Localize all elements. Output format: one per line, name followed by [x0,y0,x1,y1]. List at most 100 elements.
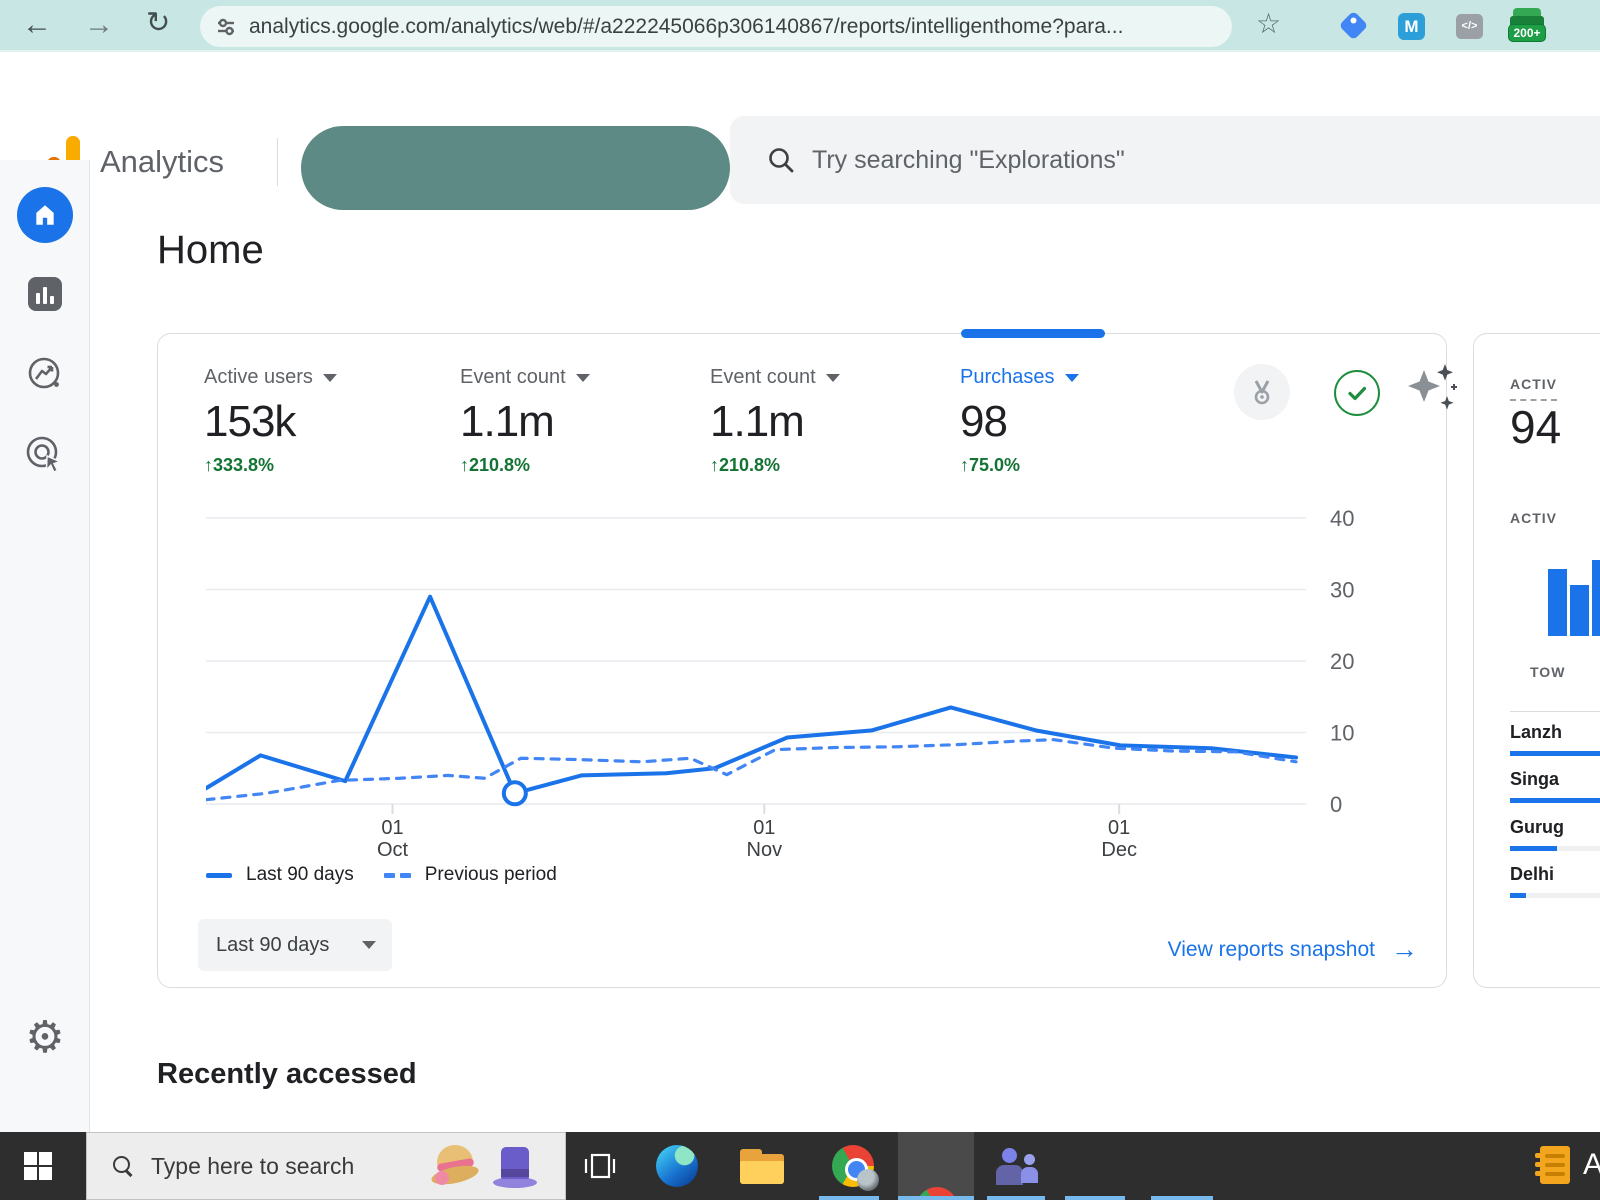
taskbar-search-input[interactable] [151,1152,401,1180]
city-bar-track [1510,846,1600,851]
metric-event-count-1[interactable]: Event count 1.1m ↑210.8% [460,366,695,476]
teams-icon[interactable] [994,1148,1040,1188]
left-nav: ⚙ [0,160,90,1132]
svg-text:30: 30 [1330,578,1354,603]
sidebar-item-reports[interactable] [0,277,90,311]
chevron-down-icon [575,373,590,382]
back-icon[interactable]: ← [22,8,52,41]
extension-wallet-badge: 200+ [1508,24,1546,42]
taskbar-search[interactable] [86,1132,566,1200]
realtime-value: 94 [1510,401,1562,453]
svg-text:Nov: Nov [747,839,783,861]
svg-text:01: 01 [1108,817,1130,839]
sidebar-item-admin[interactable]: ⚙ [0,1016,90,1060]
explore-icon [28,357,60,389]
benchmarking-button[interactable] [1234,364,1290,420]
account-selector-redacted[interactable] [301,126,730,210]
city-bar-track [1510,798,1600,803]
checklist-button[interactable] [1334,370,1380,416]
header-divider [277,138,278,186]
metric-value: 98 [960,397,1008,446]
realtime-bar-chart [1548,558,1600,636]
metric-value: 1.1m [460,397,555,446]
city-bar-track [1510,751,1600,756]
metric-event-count-2[interactable]: Event count 1.1m ↑210.8% [710,366,945,476]
arrow-right-icon: → [1391,934,1418,964]
extension-m-icon[interactable]: M [1398,13,1425,40]
windows-taskbar: S A S A [0,1132,1600,1200]
view-reports-snapshot-link[interactable]: View reports snapshot → [1168,934,1418,965]
global-search-bar[interactable] [730,116,1600,204]
svg-text:Oct: Oct [377,839,409,861]
chevron-down-icon [825,373,840,382]
city-row: Singa [1510,769,1600,816]
sidebar-item-advertising[interactable] [0,435,90,475]
extension-tag-icon[interactable] [1338,10,1369,41]
extension-code-icon[interactable]: </> [1456,14,1483,39]
running-app-indicator [1151,1196,1213,1200]
forward-icon[interactable]: → [84,8,114,41]
metric-label: Event count [460,366,566,388]
reload-icon[interactable]: ↻ [146,7,171,39]
city-bar-fill [1510,751,1600,756]
metric-value: 1.1m [710,397,805,446]
realtime-bar [1548,569,1567,636]
city-row: Delhi [1510,864,1600,911]
tray-overflow-label[interactable]: A [1583,1148,1600,1181]
sun-hat-icon [429,1143,481,1191]
windows-start-icon[interactable] [24,1152,52,1180]
date-range-button[interactable]: Last 90 days [198,919,392,971]
running-app-indicator [1065,1196,1125,1200]
legend-current-label: Last 90 days [246,864,354,885]
city-bar-fill [1510,893,1526,898]
metric-value: 153k [204,397,296,446]
city-bar-track [1510,893,1600,898]
chevron-down-icon [362,941,376,949]
metric-label: Event count [710,366,816,388]
address-bar[interactable]: analytics.google.com/analytics/web/#/a22… [200,6,1232,47]
url-text[interactable]: analytics.google.com/analytics/web/#/a22… [249,14,1124,38]
realtime-title: ACTIV [1510,376,1557,401]
home-overview-card: Active users 153k ↑333.8% Event count 1.… [157,329,1457,988]
realtime-bar [1570,585,1589,636]
legend-solid-swatch [206,872,232,878]
svg-text:20: 20 [1330,649,1354,674]
bar-chart-icon [28,277,62,311]
tray-notebook-icon[interactable] [1535,1146,1570,1184]
metric-active-users[interactable]: Active users 153k ↑333.8% [204,366,439,476]
city-row: Gurug [1510,817,1600,864]
check-circle-icon [1348,386,1367,401]
site-settings-icon[interactable] [215,16,237,38]
metric-purchases[interactable]: Purchases 98 ↑75.0% [960,366,1195,476]
search-highlight-icons[interactable] [429,1143,539,1191]
metric-delta: ↑333.8% [204,455,275,475]
date-range-label: Last 90 days [216,933,330,956]
task-view-icon[interactable] [582,1148,618,1184]
home-icon [36,205,54,225]
svg-text:Dec: Dec [1101,839,1137,861]
edge-icon[interactable] [656,1145,698,1187]
sidebar-item-home[interactable] [0,187,90,243]
chrome-profile1-icon[interactable] [832,1145,879,1191]
realtime-subtitle: ACTIV [1510,510,1557,526]
city-name: Delhi [1510,864,1555,884]
svg-text:40: 40 [1330,506,1354,531]
browser-toolbar: ← → ↻ analytics.google.com/analytics/web… [0,0,1600,52]
search-input[interactable] [812,145,1412,175]
metric-delta: ↑75.0% [960,455,1021,475]
file-explorer-icon[interactable] [740,1149,784,1185]
sidebar-item-explore[interactable] [0,355,90,393]
top-hat-icon [491,1143,539,1191]
app-header: Analytics [0,52,1600,210]
chart-legend: Last 90 days Previous period [206,864,557,886]
sparkle-icon [1408,364,1457,410]
selected-metric-indicator [961,329,1105,338]
realtime-bar [1592,560,1600,636]
insights-button[interactable] [1404,360,1458,420]
chevron-down-icon [1064,373,1079,382]
bookmark-star-icon[interactable]: ☆ [1256,8,1282,39]
chrome-profile-photo-badge [857,1169,879,1191]
city-bar-fill [1510,846,1558,851]
